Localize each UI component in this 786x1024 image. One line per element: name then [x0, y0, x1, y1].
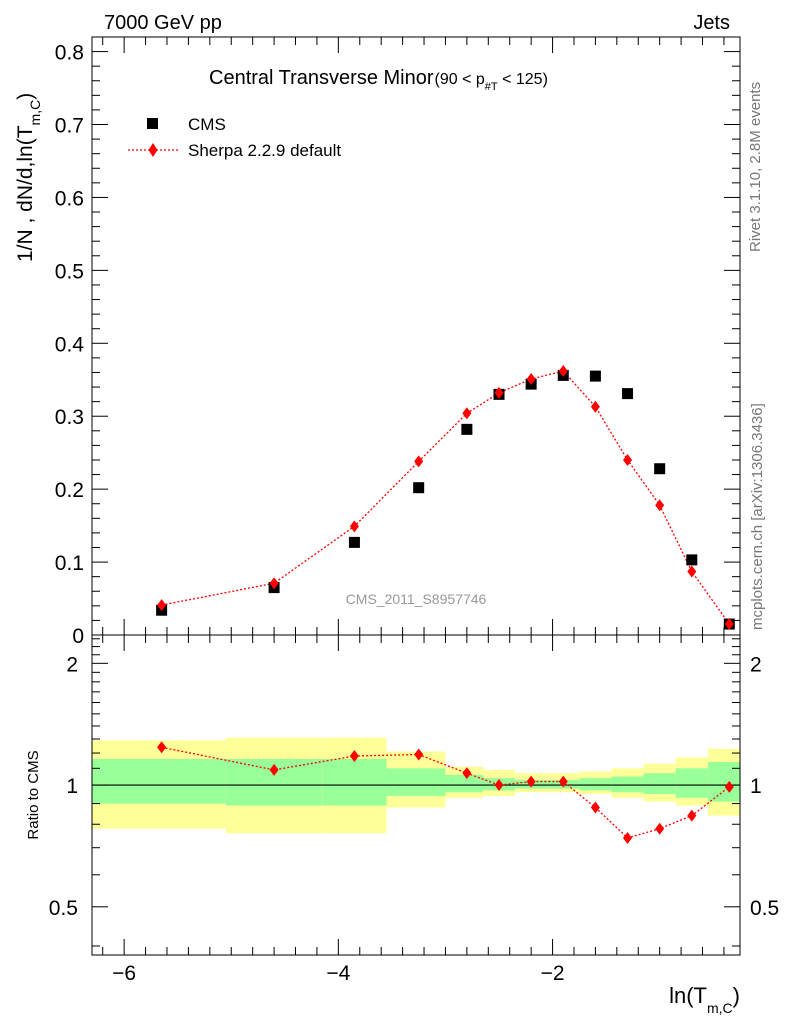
sherpa-ratio-point	[655, 822, 665, 835]
green-band	[675, 768, 708, 798]
cms-point	[654, 463, 666, 475]
cms-point	[686, 554, 698, 566]
cms-point	[622, 388, 634, 400]
sherpa-point	[462, 407, 472, 420]
analysis-id-label: CMS_2011_S8957746	[346, 591, 487, 607]
cms-point	[589, 370, 601, 382]
plot-title: Central Transverse Minor(90 < p#T < 125)	[209, 67, 548, 93]
ratio-y-tick-label: 0.5	[49, 897, 78, 920]
category-label: Jets	[693, 12, 730, 34]
ratio-y-tick-label-right: 1	[750, 775, 762, 798]
sherpa-point	[558, 365, 568, 378]
sherpa-point	[687, 565, 697, 578]
sherpa-ratio-point	[269, 763, 279, 776]
sherpa-point	[494, 386, 504, 399]
sherpa-point	[157, 599, 167, 612]
green-band	[445, 774, 483, 793]
main-y-axis-label: 1/N , dN/d,ln(Tm,C)	[14, 93, 43, 262]
sherpa-point	[655, 499, 665, 512]
y-tick-label: 0.1	[55, 552, 84, 575]
sherpa-ratio-point	[157, 741, 167, 754]
ratio-plot-frame	[91, 634, 741, 956]
rivet-label: Rivet 3.1.10, 2.8M events	[747, 82, 764, 252]
sherpa-ratio-point	[494, 779, 504, 792]
sherpa-ratio-point	[349, 749, 359, 762]
sherpa-point	[414, 455, 424, 468]
legend-cms-label: CMS	[188, 115, 226, 134]
sherpa-point	[526, 373, 536, 386]
x-axis-label: ln(Tm,C)	[669, 983, 740, 1016]
ratio-axis-ticks: 0.5 0.5 1 1 2 2 −6 −4 −2	[49, 635, 779, 985]
mcplots-label: mcplots.cern.ch [arXiv:1306.3436]	[749, 403, 766, 630]
y-tick-label: 0.5	[55, 260, 84, 283]
green-band	[322, 758, 387, 806]
y-tick-label: 0.8	[55, 42, 84, 65]
cms-point	[348, 536, 360, 548]
main-axis-ticks: 0 0.1 0.2 0.3 0.4 0.5 0.6 0.7 0.8	[55, 37, 740, 648]
sherpa-ratio-point	[414, 748, 424, 761]
legend-sherpa-marker	[148, 143, 158, 157]
uncertainty-bands	[92, 737, 740, 834]
green-band	[92, 758, 226, 804]
green-band	[643, 773, 676, 795]
y-tick-label: 0	[72, 625, 84, 648]
green-band	[386, 768, 446, 796]
y-tick-label: 0.3	[55, 406, 84, 429]
main-data-series	[156, 365, 735, 631]
y-tick-label: 0.4	[55, 333, 85, 356]
cms-point	[413, 482, 425, 494]
x-tick-label: −2	[541, 962, 565, 985]
y-tick-label: 0.6	[55, 187, 84, 210]
ratio-y-tick-label: 2	[66, 653, 78, 676]
legend-sherpa-label: Sherpa 2.2.9 default	[188, 141, 341, 160]
green-band	[579, 778, 612, 791]
sherpa-ratio-point	[590, 801, 600, 814]
sherpa-ratio-point	[687, 809, 697, 822]
sherpa-point	[590, 400, 600, 413]
energy-label: 7000 GeV pp	[104, 12, 222, 34]
sherpa-line	[161, 370, 730, 625]
green-band	[611, 776, 644, 793]
y-tick-label: 0.2	[55, 479, 84, 502]
legend-cms-marker	[147, 118, 158, 129]
x-tick-label: −4	[326, 962, 350, 985]
ratio-y-tick-label: 1	[66, 775, 78, 798]
sherpa-point	[724, 618, 734, 631]
sherpa-point	[623, 453, 633, 466]
y-tick-label: 0.7	[55, 115, 84, 138]
ratio-y-axis-label: Ratio to CMS	[25, 750, 42, 839]
ratio-y-tick-label-right: 0.5	[750, 897, 779, 920]
ratio-data-series	[157, 741, 734, 844]
cms-point	[461, 423, 473, 435]
sherpa-ratio-point	[462, 767, 472, 780]
sherpa-ratio-point	[558, 775, 568, 788]
ratio-y-tick-label-right: 2	[750, 653, 762, 676]
sherpa-ratio-point	[526, 775, 536, 788]
sherpa-ratio-point	[724, 780, 734, 793]
x-tick-label: −6	[112, 962, 136, 985]
sherpa-ratio-point	[623, 831, 633, 844]
sherpa-point	[269, 577, 279, 590]
legend: CMS Sherpa 2.2.9 default	[128, 115, 341, 160]
sherpa-point	[349, 520, 359, 533]
